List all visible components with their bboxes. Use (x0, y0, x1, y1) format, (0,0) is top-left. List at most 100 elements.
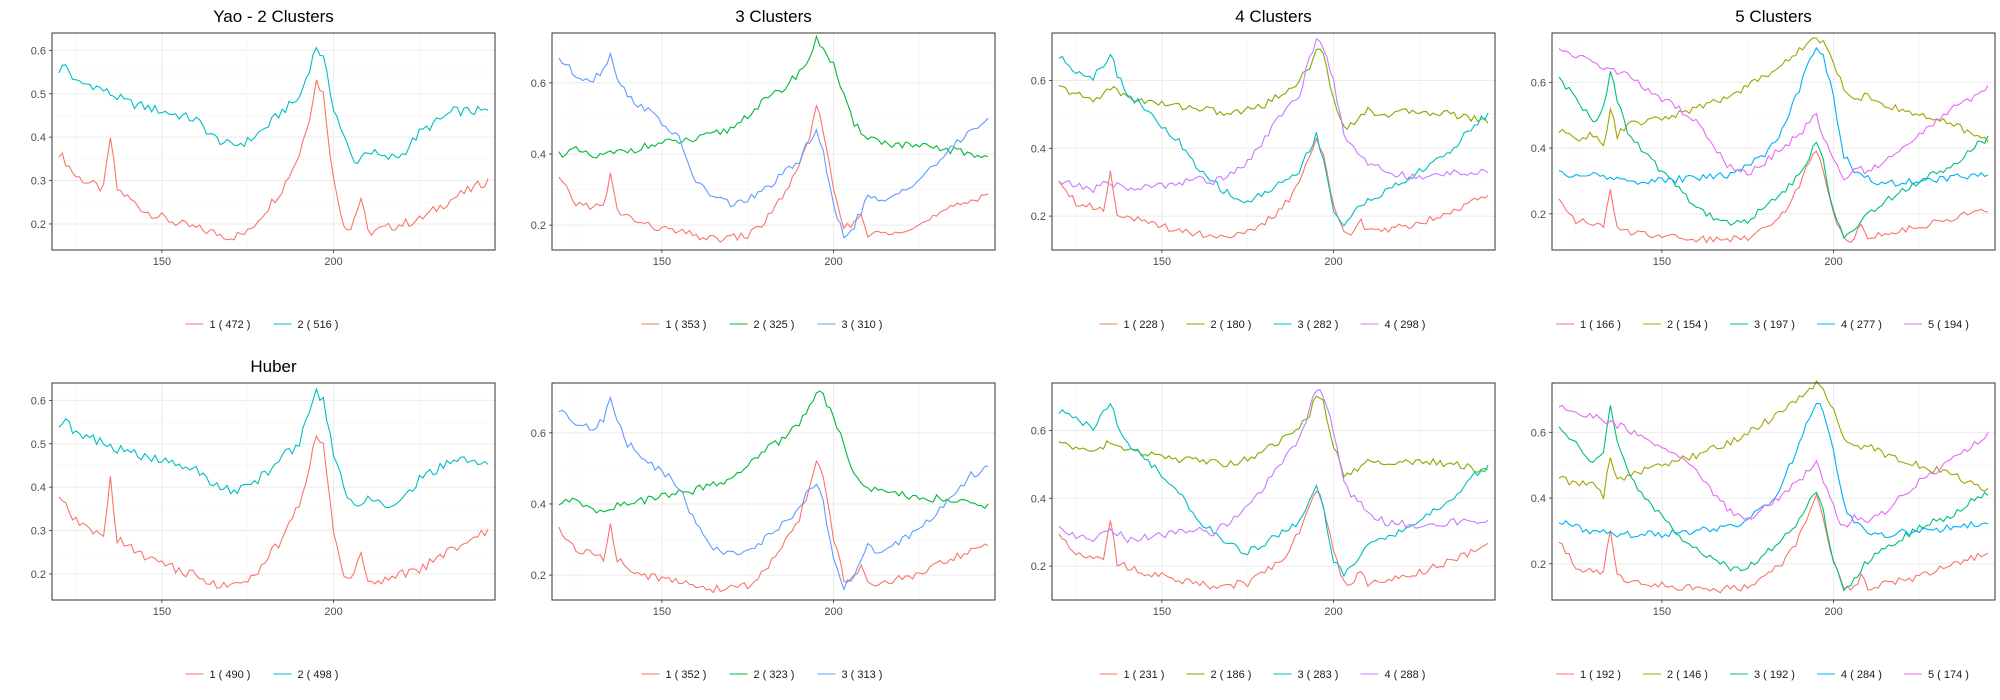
legend-label: 1 ( 472 ) (210, 319, 251, 331)
x-tick-label: 200 (1324, 606, 1342, 618)
plot-background (1552, 33, 1995, 250)
chart-svg: Huber 0.2 0.3 0.4 0.5 0.6 150 200 1 ( 490 ) 2 ( 4… (31, 357, 496, 681)
chart-panel: 3 Clusters 0.2 0.4 0.6 150 200 1 ( 353 ) 2 ( 32… (500, 0, 1000, 350)
chart-title: 5 Clusters (1735, 7, 1812, 26)
plot-background (552, 33, 995, 250)
legend-label: 3 ( 197 ) (1754, 319, 1795, 331)
chart-panel: 0.2 0.4 0.6 150 200 1 ( 192 ) 2 ( 146 ) 3 ( 192… (1500, 350, 2000, 700)
chart-title: 3 Clusters (735, 7, 812, 26)
x-tick-label: 150 (653, 256, 671, 268)
series-line (558, 103, 989, 243)
y-tick-label: 0.4 (31, 132, 46, 144)
chart-panel: 5 Clusters 0.2 0.4 0.6 150 200 1 ( 166 ) 2 ( 15… (1500, 0, 2000, 350)
series-line (558, 51, 989, 239)
chart-title: Yao - 2 Clusters (213, 7, 334, 26)
chart-svg: 0.2 0.4 0.6 150 200 1 ( 231 ) 2 ( 186 ) 3 ( 283… (1031, 382, 1496, 681)
y-tick-label: 0.2 (1031, 561, 1046, 573)
legend-label: 4 ( 298 ) (1385, 319, 1426, 331)
legend-label: 2 ( 325 ) (754, 319, 795, 331)
x-tick-label: 150 (1653, 256, 1671, 268)
series-line (1558, 46, 1989, 187)
chart-panel: 0.2 0.4 0.6 150 200 1 ( 352 ) 2 ( 323 ) 3 ( 313… (500, 350, 1000, 700)
series-line (58, 434, 489, 589)
plot-background (1052, 33, 1495, 250)
legend-label: 2 ( 498 ) (298, 669, 339, 681)
y-tick-label: 0.6 (1031, 75, 1046, 87)
legend-label: 2 ( 516 ) (298, 319, 339, 331)
legend-label: 4 ( 284 ) (1841, 669, 1882, 681)
plot-background (52, 383, 495, 600)
chart-svg: Yao - 2 Clusters 0.2 0.3 0.4 0.5 0.6 150 200 1 (… (31, 7, 496, 331)
x-tick-label: 150 (1153, 256, 1171, 268)
chart-svg: 4 Clusters 0.2 0.4 0.6 150 200 1 ( 228 ) 2 ( 18… (1031, 7, 1496, 331)
series-line (1558, 48, 1989, 181)
legend-label: 3 ( 192 ) (1754, 669, 1795, 681)
x-tick-label: 200 (1824, 606, 1842, 618)
series-line (1058, 37, 1489, 194)
legend-label: 3 ( 282 ) (1298, 319, 1339, 331)
legend-label: 4 ( 277 ) (1841, 319, 1882, 331)
series-line (1058, 402, 1489, 578)
legend-label: 2 ( 154 ) (1667, 319, 1708, 331)
series-line (58, 387, 489, 509)
plot-background (552, 383, 995, 600)
plot-border (1551, 382, 1996, 601)
plot-border (51, 32, 496, 251)
legend-label: 3 ( 313 ) (842, 669, 883, 681)
legend-label: 4 ( 288 ) (1385, 669, 1426, 681)
series-line (1558, 150, 1989, 244)
legend-label: 5 ( 174 ) (1928, 669, 1969, 681)
legend-label: 5 ( 194 ) (1928, 319, 1969, 331)
y-tick-label: 0.4 (1531, 143, 1546, 155)
plot-background (52, 33, 495, 250)
legend-label: 1 ( 166 ) (1580, 319, 1621, 331)
series-line (1558, 404, 1989, 528)
legend-label: 2 ( 323 ) (754, 669, 795, 681)
chart-svg: 0.2 0.4 0.6 150 200 1 ( 352 ) 2 ( 323 ) 3 ( 313… (531, 382, 996, 681)
y-tick-label: 0.2 (1531, 209, 1546, 221)
series-line (558, 395, 989, 592)
series-line (1058, 136, 1489, 239)
chart-svg: 5 Clusters 0.2 0.4 0.6 150 200 1 ( 166 ) 2 ( 15… (1531, 7, 1996, 331)
legend-label: 1 ( 228 ) (1124, 319, 1165, 331)
series-line (1058, 490, 1489, 590)
series-line (1058, 395, 1489, 479)
legend-label: 1 ( 353 ) (666, 319, 707, 331)
y-tick-label: 0.2 (531, 570, 546, 582)
plot-border (1051, 32, 1496, 251)
series-line (558, 390, 989, 514)
y-tick-label: 0.6 (1531, 77, 1546, 89)
legend-label: 1 ( 192 ) (1580, 669, 1621, 681)
chart-title: Huber (250, 357, 297, 376)
x-tick-label: 150 (153, 606, 171, 618)
plot-background (1052, 383, 1495, 600)
y-tick-label: 0.2 (31, 219, 46, 231)
y-tick-label: 0.2 (1031, 211, 1046, 223)
y-tick-label: 0.5 (31, 439, 46, 451)
legend-label: 2 ( 180 ) (1211, 319, 1252, 331)
plot-border (1551, 32, 1996, 251)
x-tick-label: 150 (1653, 606, 1671, 618)
y-tick-label: 0.4 (1031, 493, 1046, 505)
x-tick-label: 200 (324, 256, 342, 268)
y-tick-label: 0.3 (31, 526, 46, 538)
legend-label: 3 ( 283 ) (1298, 669, 1339, 681)
series-line (558, 459, 989, 594)
legend-label: 2 ( 186 ) (1211, 669, 1252, 681)
x-tick-label: 200 (324, 606, 342, 618)
y-tick-label: 0.6 (1031, 425, 1046, 437)
legend-label: 1 ( 490 ) (210, 669, 251, 681)
series-line (1558, 71, 1989, 240)
x-tick-label: 200 (1324, 256, 1342, 268)
y-tick-label: 0.6 (531, 78, 546, 90)
y-tick-label: 0.4 (31, 482, 46, 494)
legend-label: 2 ( 146 ) (1667, 669, 1708, 681)
series-line (1058, 48, 1489, 131)
legend-label: 1 ( 352 ) (666, 669, 707, 681)
plot-background (1552, 383, 1995, 600)
x-tick-label: 150 (1153, 606, 1171, 618)
y-tick-label: 0.6 (1531, 427, 1546, 439)
series-line (58, 79, 489, 241)
y-tick-label: 0.5 (31, 89, 46, 101)
